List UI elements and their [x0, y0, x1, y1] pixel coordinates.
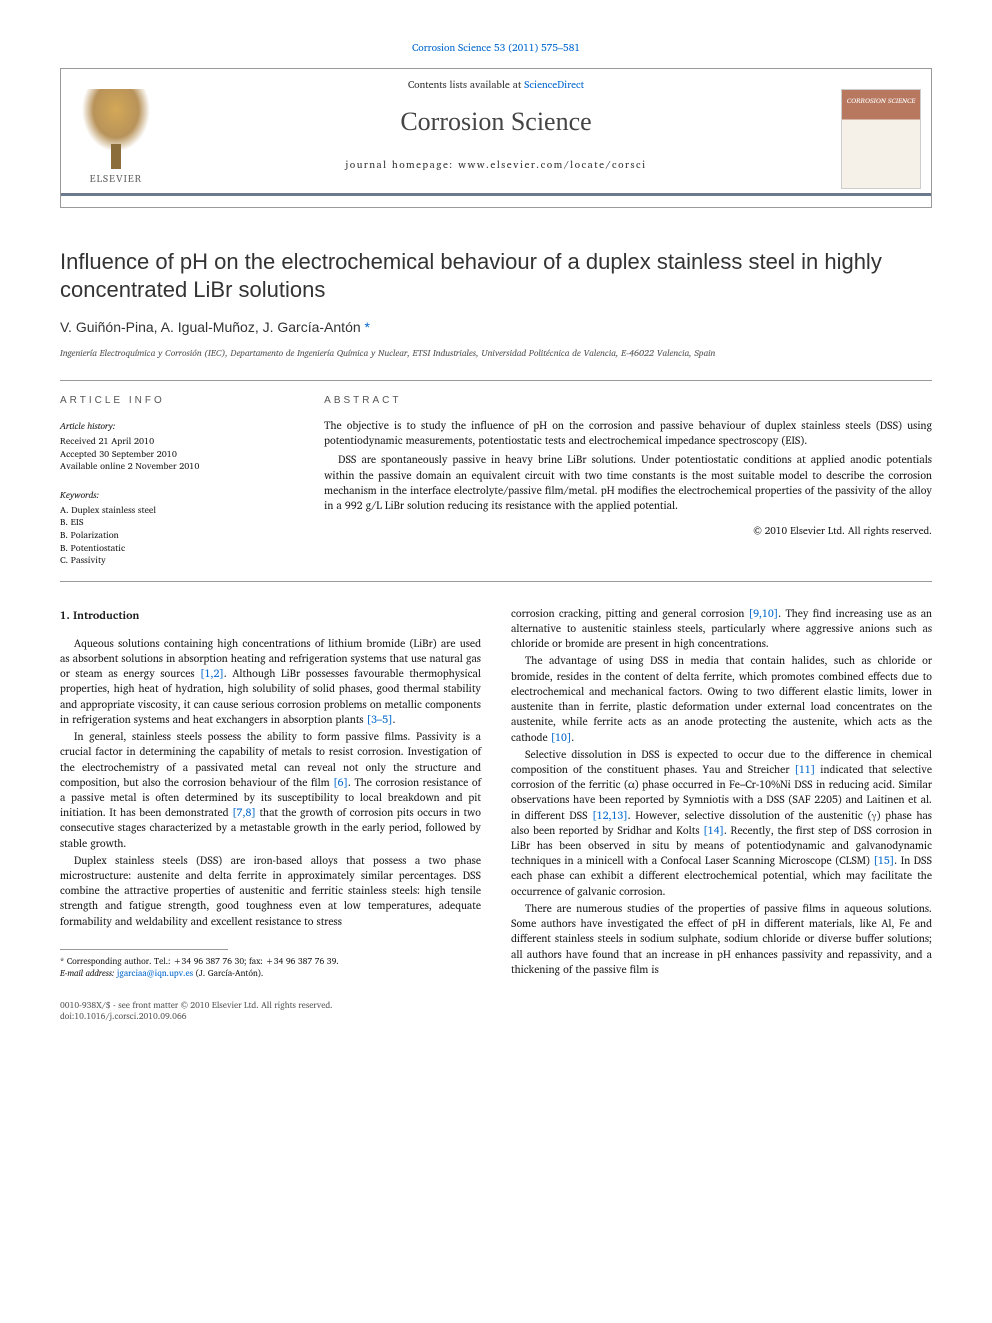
abstract-block: ABSTRACT The objective is to study the i… [304, 381, 932, 581]
ref-link[interactable]: [10] [551, 728, 572, 746]
footer-line1: 0010-938X/$ - see front matter © 2010 El… [60, 1000, 932, 1011]
para: Selective dissolution in DSS is expected… [511, 747, 932, 899]
para: The advantage of using DSS in media that… [511, 653, 932, 744]
abstract-p1: The objective is to study the influence … [324, 418, 932, 448]
article-title: Influence of pH on the electrochemical b… [60, 248, 932, 303]
contents-line: Contents lists available at ScienceDirec… [61, 69, 931, 93]
affiliation: Ingeniería Electroquímica y Corrosión (I… [60, 345, 932, 360]
text-run: . [393, 710, 396, 728]
email-label: E-mail address: [60, 966, 117, 980]
abstract-p2: DSS are spontaneously passive in heavy b… [324, 452, 932, 513]
journal-name: Corrosion Science [61, 107, 931, 137]
footnote-line2: E-mail address: jgarciaa@iqn.upv.es (J. … [60, 968, 481, 980]
journal-header: ELSEVIER Contents lists available at Sci… [60, 68, 932, 208]
footnote-rule [60, 949, 228, 950]
history-online: Available online 2 November 2010 [60, 460, 288, 473]
article-info-heading: ARTICLE INFO [60, 395, 288, 406]
section-heading-intro: 1. Introduction [60, 606, 481, 624]
body-text-left: Aqueous solutions containing high concen… [60, 636, 481, 929]
cover-title: CORROSION SCIENCE [844, 92, 918, 107]
column-left: 1. Introduction Aqueous solutions contai… [60, 606, 481, 980]
para: Duplex stainless steels (DSS) are iron-b… [60, 853, 481, 929]
email-link[interactable]: jgarciaa@iqn.upv.es [117, 966, 193, 980]
abstract-text: The objective is to study the influence … [324, 418, 932, 513]
para: There are numerous studies of the proper… [511, 901, 932, 977]
journal-cover-thumbnail: CORROSION SCIENCE [841, 89, 921, 189]
text-run: . [571, 728, 574, 746]
ref-link[interactable]: [3–5] [367, 710, 393, 728]
body-text-right: corrosion cracking, pitting and general … [511, 606, 932, 977]
para: corrosion cracking, pitting and general … [511, 606, 932, 652]
contents-prefix: Contents lists available at [408, 77, 524, 93]
column-right: corrosion cracking, pitting and general … [511, 606, 932, 980]
abstract-copyright: © 2010 Elsevier Ltd. All rights reserved… [324, 523, 932, 539]
page-footer: 0010-938X/$ - see front matter © 2010 El… [60, 1000, 932, 1022]
keywords-heading: Keywords: [60, 487, 288, 502]
email-suffix: (J. García-Antón). [193, 966, 263, 980]
article-info-block: ARTICLE INFO Article history: Received 2… [60, 381, 304, 581]
history-heading: Article history: [60, 418, 288, 433]
journal-homepage: journal homepage: www.elsevier.com/locat… [61, 157, 931, 183]
running-citation: Corrosion Science 53 (2011) 575–581 [60, 40, 932, 56]
keyword-item: C. Passivity [60, 554, 288, 567]
para: In general, stainless steels possess the… [60, 729, 481, 851]
corresponding-author-marker[interactable]: * [365, 319, 370, 335]
para: Aqueous solutions containing high concen… [60, 636, 481, 727]
body-columns: 1. Introduction Aqueous solutions contai… [60, 606, 932, 980]
sciencedirect-link[interactable]: ScienceDirect [524, 77, 584, 93]
meta-row: ARTICLE INFO Article history: Received 2… [60, 380, 932, 582]
authors-names: V. Guiñón-Pina, A. Igual-Muñoz, J. Garcí… [60, 319, 361, 335]
elsevier-logo: ELSEVIER [71, 89, 161, 189]
keyword-item: A. Duplex stainless steel [60, 504, 288, 517]
elsevier-tree-icon [76, 89, 156, 159]
footnote-corresponding: * Corresponding author. Tel.: +34 96 387… [60, 956, 481, 980]
elsevier-wordmark: ELSEVIER [71, 171, 161, 187]
abstract-heading: ABSTRACT [324, 395, 932, 406]
footer-line2: doi:10.1016/j.corsci.2010.09.066 [60, 1011, 932, 1022]
authors-line: V. Guiñón-Pina, A. Igual-Muñoz, J. Garcí… [60, 319, 932, 335]
